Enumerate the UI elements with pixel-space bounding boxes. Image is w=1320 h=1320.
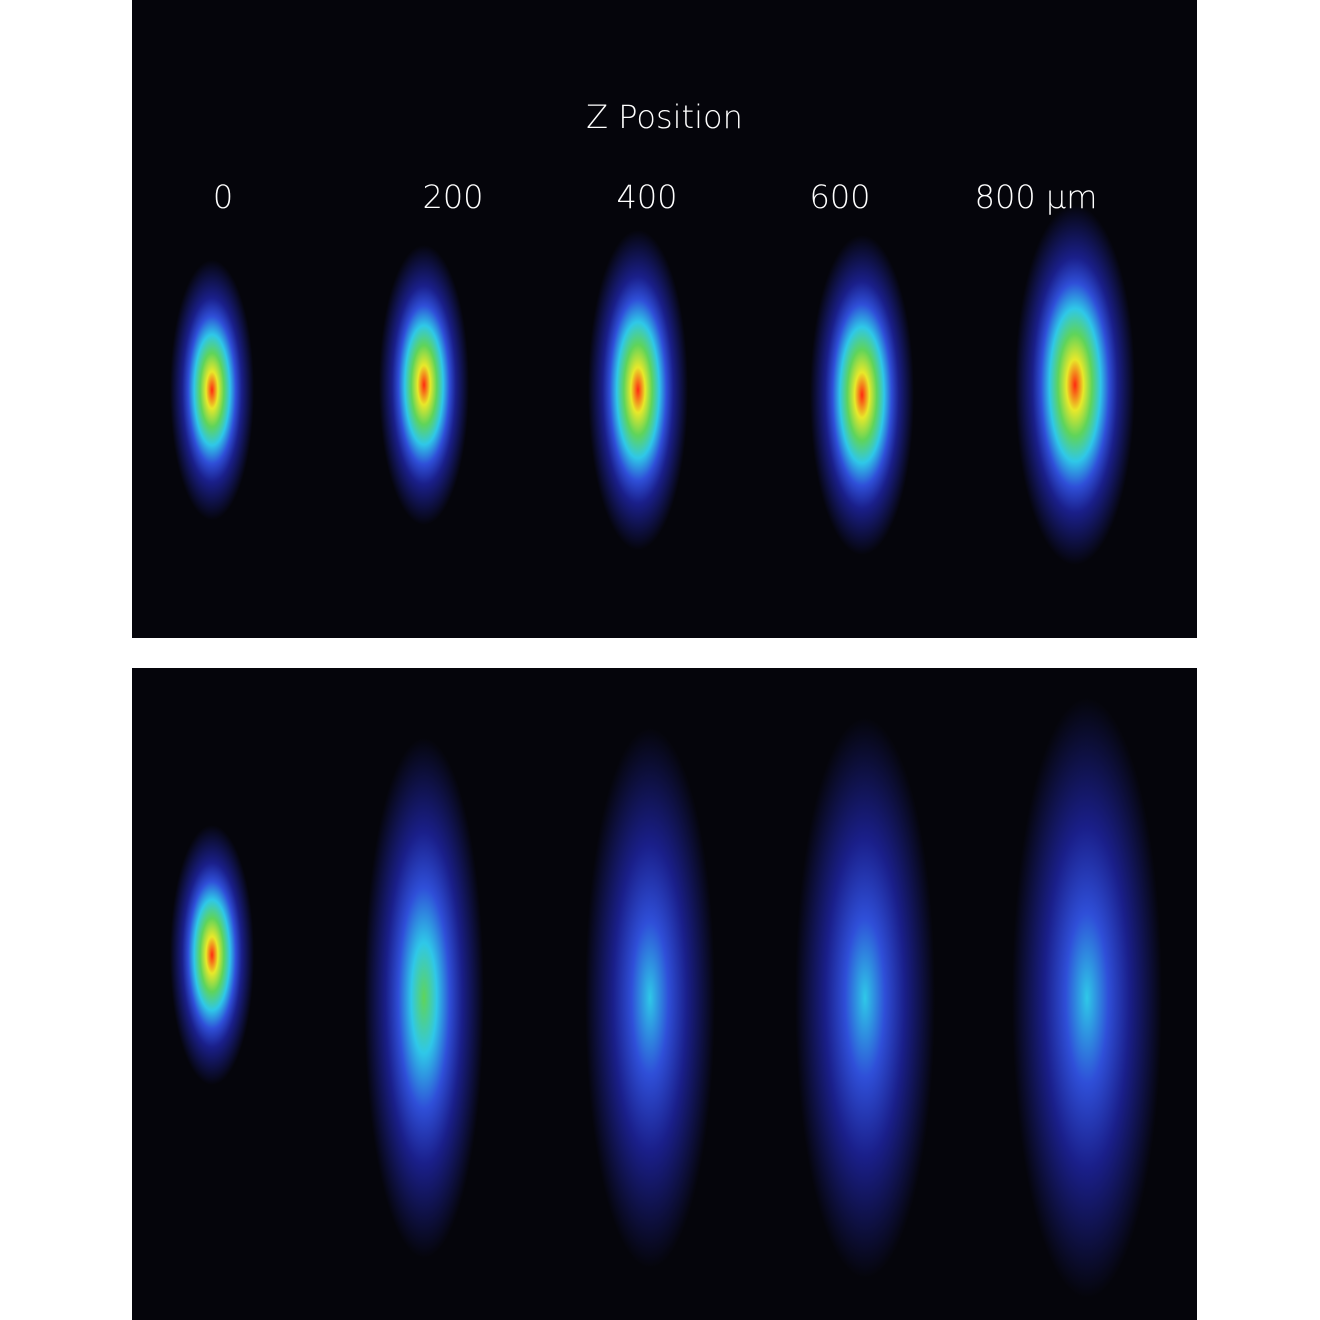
top-beam-profile-panel: Z Position 0 200 400 600 800 µm bbox=[132, 0, 1197, 638]
beam-spot bbox=[170, 260, 254, 520]
beam-spot bbox=[379, 245, 469, 525]
bottom-beam-profile-panel bbox=[132, 668, 1197, 1320]
bottom-beam-spots bbox=[170, 698, 1162, 1298]
beam-spot bbox=[364, 738, 484, 1258]
z-position-title: Z Position bbox=[586, 98, 743, 136]
beam-spot bbox=[170, 825, 254, 1085]
z-label-0: 0 bbox=[212, 178, 234, 216]
beam-spot bbox=[810, 235, 914, 555]
z-label-800: 800 µm bbox=[974, 178, 1098, 216]
z-label-600: 600 bbox=[809, 178, 871, 216]
beam-spot bbox=[585, 728, 715, 1268]
top-beam-spots bbox=[170, 205, 1135, 565]
beam-spot bbox=[1015, 205, 1135, 565]
beam-spot bbox=[795, 718, 935, 1278]
beam-spot bbox=[1012, 698, 1162, 1298]
z-label-200: 200 bbox=[422, 178, 484, 216]
beam-spot bbox=[588, 230, 688, 550]
z-label-400: 400 bbox=[616, 178, 678, 216]
